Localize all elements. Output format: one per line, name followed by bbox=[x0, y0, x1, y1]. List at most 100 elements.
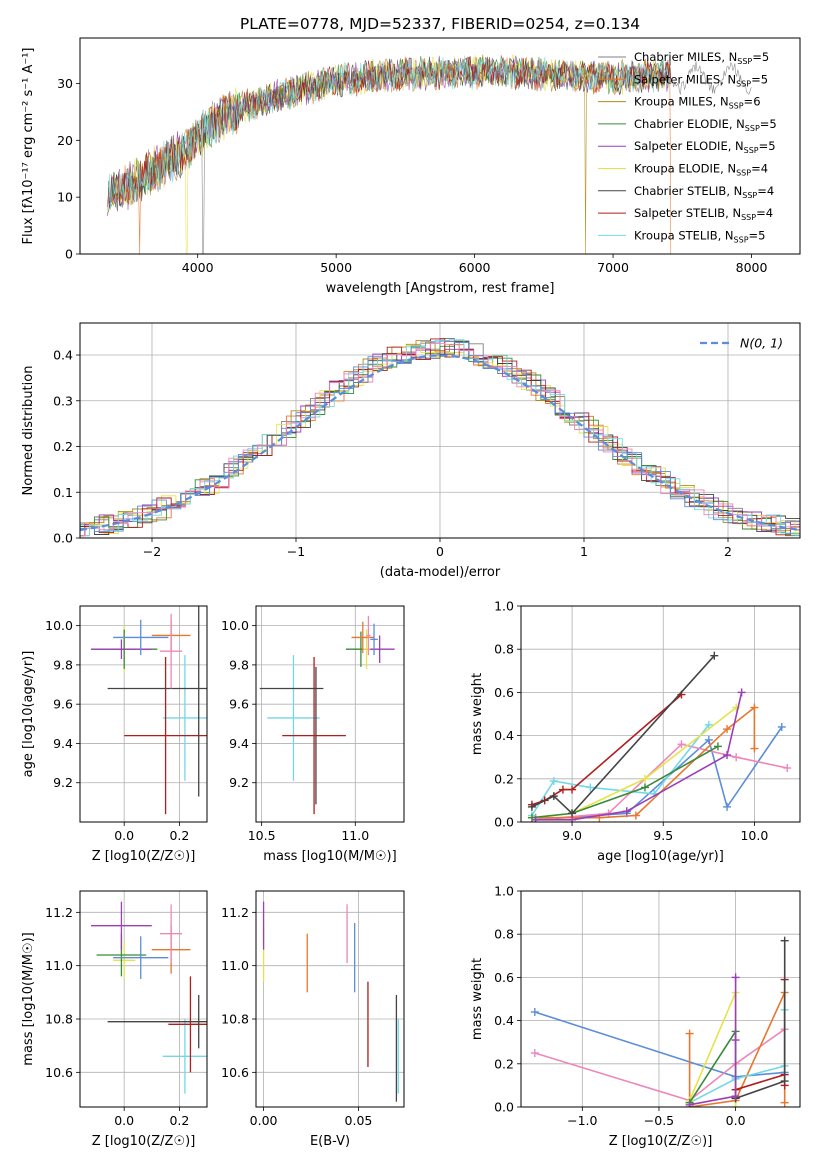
x-tick-label: 1 bbox=[580, 544, 588, 559]
data-point-marker bbox=[685, 1029, 694, 1038]
data-point-marker bbox=[750, 744, 759, 753]
x-tick-label: 0.2 bbox=[169, 828, 189, 843]
data-point-marker bbox=[558, 785, 567, 794]
data-point-marker bbox=[531, 815, 540, 822]
x-tick-label: 0.0 bbox=[114, 1113, 134, 1128]
x-tick-label: 9.5 bbox=[653, 828, 673, 843]
y-axis-label: Normed distribution bbox=[21, 366, 36, 496]
histogram-series bbox=[80, 348, 800, 537]
legend-entry: Kroupa MILES, NSSP=6 bbox=[634, 95, 761, 111]
reference-gaussian-curve bbox=[80, 354, 798, 532]
y-tick-label: 0 bbox=[65, 247, 73, 262]
x-axis-label: (data-model)/error bbox=[380, 565, 501, 580]
panel-residual-histogram: −2 −1 0 1 2 0.0 0.1 0.2 0.3 0.4 (data-model)/error… bbox=[21, 322, 801, 580]
y-axis-label: mass [log10(M/M☉)] bbox=[21, 932, 36, 1065]
axes-frame bbox=[255, 605, 405, 823]
data-point-marker bbox=[780, 936, 789, 945]
plot-area bbox=[521, 606, 800, 822]
axes-frame bbox=[79, 37, 801, 255]
plot-area bbox=[107, 54, 752, 254]
legend-model-name: Chabrier ELODIE bbox=[634, 117, 729, 131]
data-point-marker bbox=[780, 1077, 789, 1086]
legend-nssp-value: 5 bbox=[768, 139, 775, 153]
y-tick-label: 0.1 bbox=[53, 485, 73, 500]
y-tick-label: 0.4 bbox=[494, 728, 514, 743]
legend-nssp-value: 5 bbox=[769, 117, 776, 131]
legend-nssp-value: 5 bbox=[758, 228, 765, 242]
y-tick-label: 9.2 bbox=[53, 775, 73, 790]
mass-weight-series bbox=[531, 706, 737, 819]
x-tick-label: −0.5 bbox=[644, 1113, 674, 1128]
mass-weight-series bbox=[688, 992, 737, 1107]
plot-area bbox=[80, 606, 207, 822]
data-point-marker bbox=[731, 1092, 740, 1101]
x-axis-label: mass [log10(M/M☉)] bbox=[263, 849, 396, 864]
data-point-marker bbox=[704, 735, 713, 744]
x-tick-label: 0.00 bbox=[250, 1113, 278, 1128]
x-tick-label: 5000 bbox=[320, 260, 352, 275]
data-point-marker bbox=[777, 722, 786, 731]
plot-area bbox=[521, 891, 800, 1107]
panel-age-vs-mass: 10.5 11.0 9.2 9.4 9.6 9.8 10.0 mass [log10(M/M☉… bbox=[221, 605, 405, 864]
data-point-marker bbox=[750, 703, 759, 712]
x-tick-label: 6000 bbox=[459, 260, 491, 275]
axes-frame bbox=[79, 890, 208, 1108]
legend-model-name: Kroupa ELODIE bbox=[634, 162, 720, 176]
data-point-marker bbox=[723, 802, 732, 811]
y-tick-label: 10.6 bbox=[45, 1065, 73, 1080]
y-tick-label: 0.8 bbox=[494, 642, 514, 657]
y-tick-label: 9.8 bbox=[229, 657, 249, 672]
figure-title: PLATE=0778, MJD=52337, FIBERID=0254, z=0… bbox=[240, 15, 640, 33]
y-tick-label: 10.0 bbox=[221, 618, 249, 633]
y-axis-label: mass weight bbox=[470, 673, 485, 755]
data-point-marker bbox=[568, 815, 577, 822]
legend-model-name: Salpeter MILES bbox=[634, 72, 720, 86]
y-tick-label: 0.3 bbox=[53, 393, 73, 408]
legend-model-name: Kroupa STELIB bbox=[634, 228, 718, 242]
x-tick-label: 9.0 bbox=[562, 828, 582, 843]
mass-weight-series bbox=[534, 1011, 785, 1078]
y-tick-label: 0.2 bbox=[494, 771, 514, 786]
axes-frame bbox=[520, 890, 801, 1108]
legend-model-name: Kroupa MILES bbox=[634, 95, 713, 109]
x-axis-label: E(B-V) bbox=[310, 1134, 350, 1149]
plot-area bbox=[256, 606, 404, 822]
legend-entry: Kroupa ELODIE, NSSP=4 bbox=[634, 162, 768, 178]
data-point-marker bbox=[586, 783, 595, 792]
data-point-marker bbox=[527, 802, 536, 811]
x-tick-label: 4000 bbox=[182, 260, 214, 275]
panel-mass-weight-vs-Z: −1.0 −0.5 0.0 0.0 0.2 0.4 0.6 0.8 1.0 Z [log10(Z/… bbox=[470, 884, 801, 1149]
y-tick-label: 10 bbox=[57, 190, 73, 205]
axes-frame bbox=[520, 605, 801, 823]
data-point-marker bbox=[530, 1049, 539, 1057]
y-axis-label: mass weight bbox=[470, 958, 485, 1040]
data-point-marker bbox=[641, 783, 649, 792]
legend-entry: Kroupa STELIB, NSSP=5 bbox=[634, 228, 766, 244]
data-point-marker bbox=[731, 973, 740, 982]
legend-model-name: Chabrier STELIB bbox=[634, 184, 726, 198]
legend-nssp-value: 4 bbox=[761, 162, 768, 176]
x-tick-label: 10.5 bbox=[248, 828, 276, 843]
spectrum-line bbox=[107, 55, 672, 211]
axes-frame bbox=[79, 605, 208, 823]
y-tick-label: 20 bbox=[57, 133, 73, 148]
mass-weight-series bbox=[535, 726, 783, 821]
panel-mass-weight-vs-age: 9.0 9.5 10.0 0.0 0.2 0.4 0.6 0.8 1.0 age [log10(a… bbox=[470, 599, 801, 864]
data-point-marker bbox=[713, 742, 722, 751]
legend-nssp-value: 5 bbox=[762, 50, 769, 64]
legend-entry: Chabrier ELODIE, NSSP=5 bbox=[634, 117, 777, 133]
mass-weight-series bbox=[688, 1028, 737, 1104]
mass-weight-series bbox=[535, 692, 743, 821]
y-tick-label: 0.6 bbox=[494, 970, 514, 985]
x-tick-label: 7000 bbox=[597, 260, 629, 275]
data-point-marker bbox=[731, 1036, 740, 1045]
y-tick-label: 10.0 bbox=[45, 618, 73, 633]
y-tick-label: 0.4 bbox=[53, 348, 73, 363]
y-tick-label: 9.8 bbox=[53, 657, 73, 672]
x-tick-label: 0.05 bbox=[345, 1113, 373, 1128]
panel-spectrum: 4000 5000 6000 7000 8000 0 10 20 30 wavelength [A… bbox=[21, 37, 801, 296]
legend-model-name: Chabrier MILES bbox=[634, 50, 721, 64]
plot-area bbox=[80, 323, 800, 538]
data-point-marker bbox=[622, 807, 631, 816]
